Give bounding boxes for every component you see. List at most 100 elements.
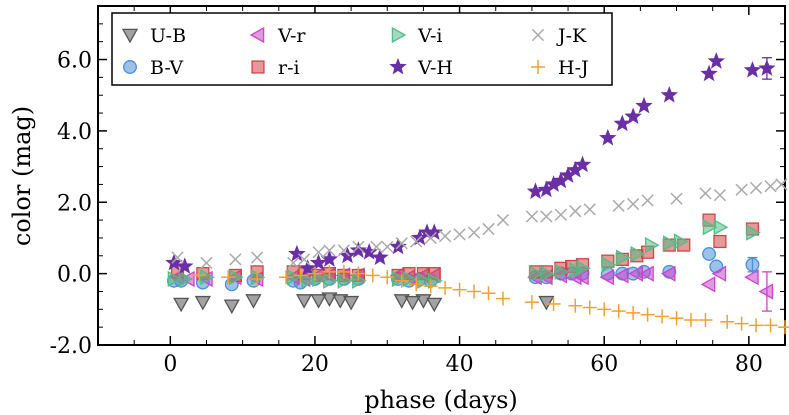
series-v-h bbox=[165, 52, 776, 276]
y-axis-label: color (mag) bbox=[8, 106, 36, 246]
data-point-u-b bbox=[343, 295, 360, 311]
data-point-j-k bbox=[297, 253, 311, 266]
error-bars bbox=[747, 57, 772, 312]
legend-item-v-h: V-H bbox=[389, 57, 453, 79]
data-point-j-k bbox=[670, 192, 683, 205]
data-point-h-j bbox=[568, 298, 583, 313]
data-point-h-j bbox=[749, 318, 764, 333]
legend-label: V-r bbox=[277, 25, 306, 47]
data-point-j-k bbox=[381, 240, 394, 253]
legend-marker-j-k bbox=[531, 28, 545, 42]
data-point-v-i bbox=[576, 260, 591, 277]
data-point-v-r bbox=[758, 283, 774, 300]
legend-label: J-K bbox=[556, 25, 587, 47]
data-point-v-r bbox=[613, 267, 629, 284]
data-point-v-i bbox=[673, 233, 689, 250]
legend-item-h-j: H-J bbox=[531, 57, 589, 79]
data-point-v-i bbox=[167, 270, 183, 288]
data-point-h-j bbox=[669, 311, 684, 326]
data-point-j-k bbox=[627, 197, 640, 211]
legend-label: H-J bbox=[558, 57, 589, 79]
data-point-j-k bbox=[171, 251, 184, 264]
series-u-b bbox=[173, 292, 555, 315]
data-series bbox=[165, 52, 789, 335]
data-point-j-k bbox=[735, 183, 748, 196]
data-point-j-k bbox=[287, 256, 300, 270]
x-tick-label: 60 bbox=[590, 352, 618, 377]
data-point-v-h bbox=[309, 253, 328, 271]
data-point-h-j bbox=[597, 302, 612, 317]
legend-item-u-b: U-B bbox=[121, 25, 186, 47]
data-point-u-b bbox=[194, 295, 211, 311]
data-point-v-i bbox=[554, 263, 570, 280]
data-point-v-i bbox=[616, 249, 631, 266]
data-point-h-j bbox=[380, 270, 395, 285]
data-point-h-j bbox=[481, 286, 496, 301]
data-point-h-j bbox=[293, 268, 308, 283]
data-point-v-r bbox=[599, 269, 615, 286]
data-point-v-i bbox=[200, 269, 215, 286]
data-point-j-k bbox=[525, 210, 539, 223]
data-point-v-h bbox=[573, 155, 592, 173]
data-point-v-r bbox=[639, 265, 654, 282]
data-point-h-j bbox=[192, 268, 207, 283]
data-point-h-j bbox=[452, 282, 467, 297]
data-point-h-j bbox=[394, 273, 409, 288]
legend: U-B B-V V-r r-i V-i V-H J-K H-J bbox=[111, 12, 613, 86]
data-point-j-k bbox=[250, 251, 264, 264]
y-tick-label: 0.0 bbox=[57, 263, 92, 288]
data-point-j-k bbox=[554, 208, 567, 221]
data-point-j-k bbox=[540, 210, 553, 223]
data-point-h-j bbox=[365, 268, 380, 283]
x-axis-label: phase (days) bbox=[364, 386, 518, 414]
data-point-v-i bbox=[391, 270, 407, 288]
plot-frame bbox=[97, 5, 786, 346]
data-point-h-j bbox=[683, 313, 698, 328]
data-point-v-i bbox=[569, 261, 584, 279]
y-tick-label: -2.0 bbox=[50, 334, 92, 359]
data-point-v-i bbox=[713, 219, 729, 236]
data-point-v-r bbox=[660, 265, 676, 282]
data-point-v-i bbox=[601, 256, 617, 273]
y-tick-label: 2.0 bbox=[57, 191, 92, 216]
data-point-r-i bbox=[713, 234, 727, 249]
data-point-h-j bbox=[467, 284, 482, 299]
data-point-v-i bbox=[178, 270, 194, 288]
data-point-j-k bbox=[200, 256, 213, 270]
data-point-j-k bbox=[699, 187, 712, 200]
data-point-h-j bbox=[307, 266, 322, 281]
series-h-j bbox=[192, 264, 789, 335]
data-point-j-k bbox=[467, 226, 481, 239]
data-point-j-k bbox=[352, 240, 365, 253]
data-point-v-i bbox=[301, 272, 317, 289]
legend-item-j-k: J-K bbox=[531, 25, 587, 47]
data-point-v-r bbox=[744, 269, 759, 286]
data-point-j-k bbox=[410, 235, 423, 248]
data-point-u-b bbox=[295, 294, 313, 309]
data-point-u-b bbox=[404, 295, 421, 311]
data-point-h-j bbox=[546, 296, 561, 311]
data-point-j-k bbox=[312, 246, 325, 259]
legend-box bbox=[111, 12, 613, 86]
data-point-j-k bbox=[775, 178, 788, 191]
data-point-j-k bbox=[749, 181, 763, 195]
data-point-v-i bbox=[540, 265, 555, 282]
data-point-h-j bbox=[279, 270, 294, 285]
data-point-h-j bbox=[763, 318, 778, 333]
data-point-j-k bbox=[764, 180, 777, 193]
legend-item-v-r: V-r bbox=[249, 25, 306, 47]
data-point-v-i bbox=[702, 219, 718, 236]
legend-label: U-B bbox=[150, 25, 186, 47]
data-point-v-h bbox=[700, 64, 718, 82]
data-point-v-h bbox=[299, 259, 317, 276]
data-point-j-k bbox=[424, 231, 437, 245]
data-point-h-j bbox=[734, 316, 749, 331]
data-point-u-b bbox=[310, 294, 327, 309]
data-point-j-k bbox=[229, 253, 242, 266]
data-point-v-i bbox=[529, 265, 544, 282]
x-axis: 0 20 40 60 80 bbox=[97, 6, 786, 377]
data-point-j-k bbox=[337, 244, 351, 257]
legend-label: r-i bbox=[278, 57, 300, 79]
data-point-v-h bbox=[320, 250, 339, 267]
